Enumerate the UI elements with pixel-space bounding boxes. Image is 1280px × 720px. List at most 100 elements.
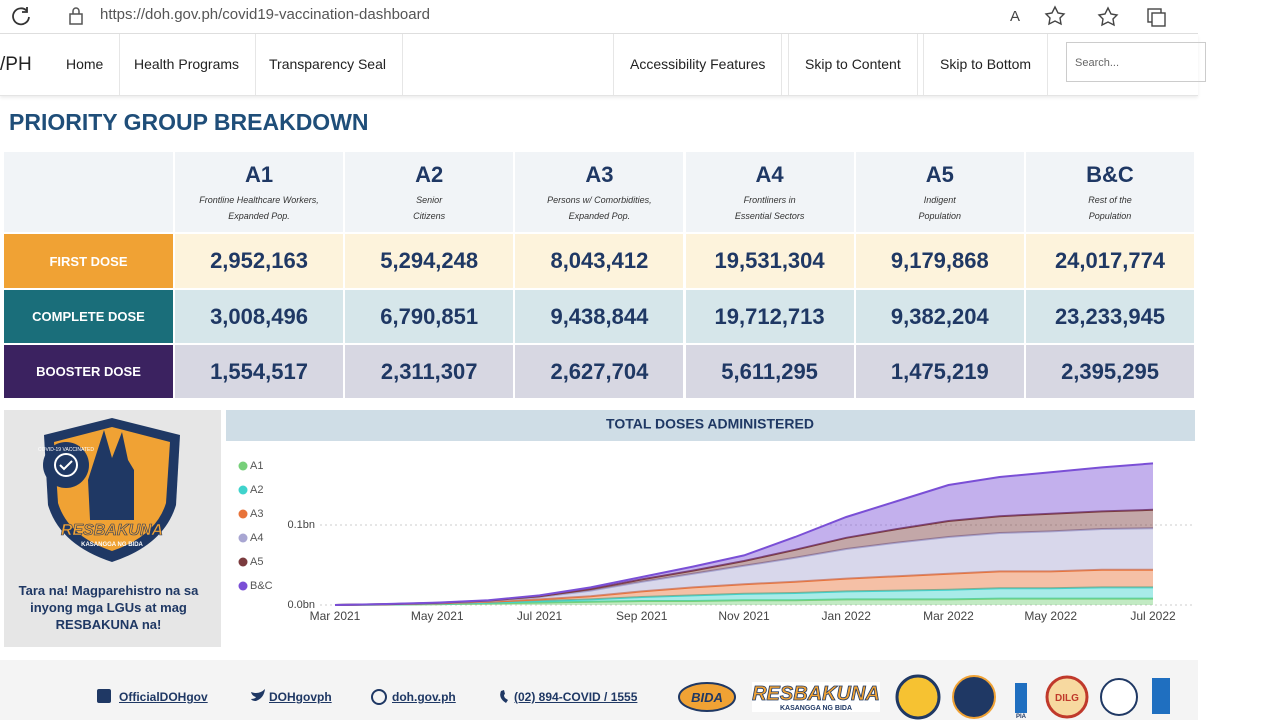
badge-tag: KASANGGA NG BIDA <box>81 542 143 548</box>
section-title: PRIORITY GROUP BREAKDOWN <box>9 109 369 135</box>
x-tick-label: Nov 2021 <box>718 609 770 623</box>
search-input[interactable]: Search... <box>1066 42 1206 82</box>
legend-marker <box>238 557 248 567</box>
group-code: A5 <box>925 162 954 187</box>
nav-link[interactable]: Skip to Content <box>788 34 918 95</box>
x-tick-label: Mar 2021 <box>310 609 361 623</box>
lock-icon <box>69 7 83 25</box>
x-tick-label: Jul 2022 <box>1130 609 1176 623</box>
dose-value: 5,294,248 <box>345 234 514 288</box>
legend-marker <box>238 581 248 591</box>
area <box>335 598 1153 605</box>
chart-panel <box>226 410 1195 647</box>
legend-marker <box>238 509 248 519</box>
area <box>335 587 1153 605</box>
legend-label: A4 <box>250 532 263 544</box>
dose-value: 2,952,163 <box>175 234 343 288</box>
area <box>335 509 1153 605</box>
group-desc: Expanded Pop. <box>568 211 631 221</box>
legend-marker <box>238 461 248 471</box>
footer-link[interactable]: (02) 894-COVID / 1555 <box>514 690 638 704</box>
group-desc: Frontline Healthcare Workers, <box>199 195 319 205</box>
group-code: A1 <box>244 162 274 187</box>
footer: BIDA RESBAKUNA KASANGGA NG BIDA PIA DILG Off… <box>0 660 1198 720</box>
row-label: COMPLETE DOSE <box>4 290 173 343</box>
resbakuna-badge: COVID-19 VACCINATED RESBAKUNA KASANGGA N… <box>38 418 180 562</box>
chart-title-bar <box>226 410 1195 441</box>
header-cell: A4 Frontliners in Essential Sectors <box>685 152 854 232</box>
footer-link[interactable]: doh.gov.ph <box>392 690 456 704</box>
nav-bar: /PH Search... Home Health Programs Transpa… <box>0 34 1206 96</box>
logo-text: KASANGGA NG BIDA <box>780 705 852 712</box>
reload-icon[interactable] <box>10 5 32 27</box>
dose-value: 19,531,304 <box>685 234 854 288</box>
legend-label: A3 <box>250 508 263 520</box>
group-desc: Expanded Pop. <box>228 211 290 221</box>
group-desc: Population <box>1088 211 1132 221</box>
legend-label: A5 <box>250 556 263 568</box>
group-desc: Indigent <box>923 195 956 205</box>
footer-link[interactable]: OfficialDOHgov <box>119 690 208 704</box>
area-edge <box>334 597 1153 606</box>
group-code: A4 <box>755 162 784 187</box>
nav-link[interactable]: Health Programs <box>118 34 257 95</box>
browser-bar: https://doh.gov.ph/covid19-vaccination-d… <box>0 0 1198 34</box>
nav-link[interactable]: Home <box>50 34 121 95</box>
group-desc: Rest of the <box>1088 195 1132 205</box>
header-cell: A1 Frontline Healthcare Workers, Expanded … <box>175 152 343 232</box>
legend-label: A2 <box>250 484 263 496</box>
header-cell <box>4 152 173 232</box>
row-label: FIRST DOSE <box>4 234 173 288</box>
group-desc: Citizens <box>413 211 446 221</box>
logo-text: RESBAKUNA <box>752 683 880 705</box>
nav-link[interactable]: Transparency Seal <box>253 34 403 95</box>
browser-icons: A <box>1010 5 1166 27</box>
legend-marker <box>238 533 248 543</box>
promo-text: Tara na! Magparehistro na sa inyong mga … <box>18 583 199 632</box>
nav-link[interactable]: Skip to Bottom <box>923 34 1049 95</box>
badge-name: RESBAKUNA <box>61 522 163 539</box>
x-tick-label: Sep 2021 <box>616 609 668 623</box>
dose-value: 9,438,844 <box>515 290 684 343</box>
header-cell: A5 Indigent Population <box>855 152 1024 232</box>
logo-text: BIDA <box>691 690 723 705</box>
dose-value: 9,179,868 <box>855 234 1024 288</box>
dose-value: 1,475,219 <box>855 345 1024 398</box>
row-label: BOOSTER DOSE <box>4 345 173 398</box>
y-tick-label: 0.1bn <box>287 519 315 531</box>
group-code: A3 <box>585 162 614 187</box>
area-edge <box>334 527 1154 606</box>
nav-link[interactable]: Accessibility Features <box>613 34 783 95</box>
y-tick-label: 0.0bn <box>287 599 315 611</box>
logo-text: PIA <box>1016 714 1027 720</box>
badge-ring: COVID-19 VACCINATED <box>38 447 94 453</box>
dose-value: 8,043,412 <box>515 234 684 288</box>
area-edge <box>334 508 1154 606</box>
area <box>335 569 1153 605</box>
dose-value: 3,008,496 <box>175 290 343 343</box>
x-tick-label: May 2021 <box>411 609 464 623</box>
legend-label: B&C <box>250 580 273 592</box>
header-cell: A3 Persons w/ Comorbidities, Expanded Pop. <box>515 152 684 232</box>
dose-value: 9,382,204 <box>855 290 1024 343</box>
dose-value: 23,233,945 <box>1026 290 1194 343</box>
dose-value: 5,611,295 <box>685 345 854 398</box>
header-cell: A2 Senior Citizens <box>345 152 514 232</box>
group-desc: Persons w/ Comorbidities, <box>547 195 652 205</box>
dose-value: 2,627,704 <box>515 345 684 398</box>
area-edge <box>334 586 1153 606</box>
footer-link[interactable]: DOHgovph <box>269 690 332 704</box>
group-code: A2 <box>415 162 444 187</box>
area <box>335 528 1153 605</box>
legend-marker <box>238 485 248 495</box>
url[interactable]: https://doh.gov.ph/covid19-vaccination-d… <box>100 6 430 23</box>
brand[interactable]: /PH <box>0 54 32 75</box>
group-code: B&C <box>1086 162 1134 187</box>
promo-panel: COVID-19 VACCINATED RESBAKUNA KASANGGA N… <box>4 410 221 647</box>
x-tick-label: Jul 2021 <box>517 609 563 623</box>
x-tick-label: Mar 2022 <box>923 609 974 623</box>
dose-value: 1,554,517 <box>175 345 343 398</box>
dose-value: 24,017,774 <box>1026 234 1194 288</box>
dose-value: 2,311,307 <box>345 345 514 398</box>
